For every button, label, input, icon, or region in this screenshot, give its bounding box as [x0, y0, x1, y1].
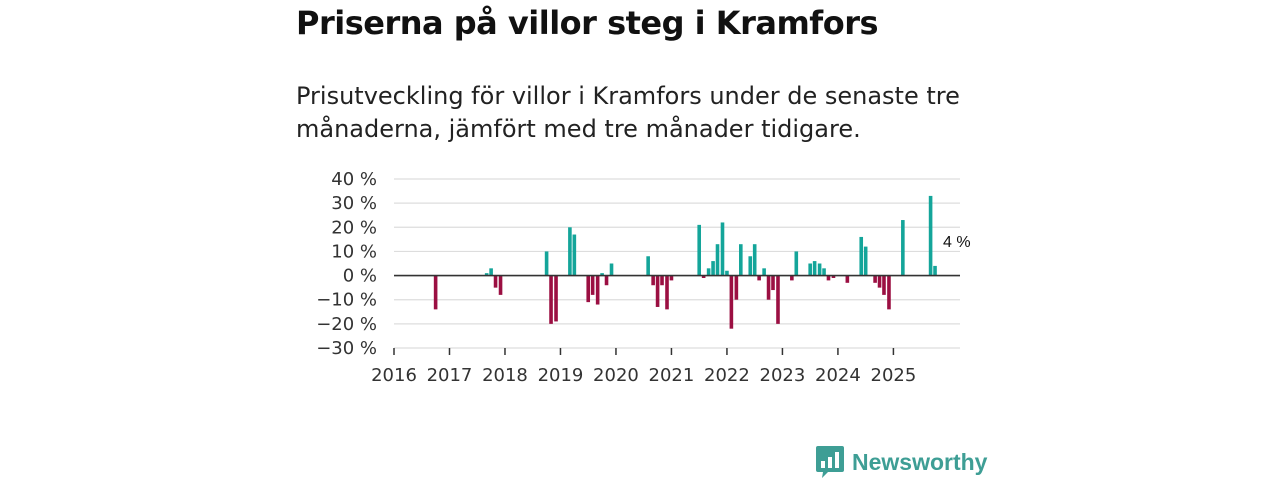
x-tick-label: 2024 [815, 365, 861, 386]
bar [873, 275, 877, 283]
bar [604, 275, 609, 286]
x-tick-label: 2019 [538, 365, 584, 386]
bar [887, 275, 891, 310]
bar [808, 263, 812, 276]
bar [762, 268, 766, 276]
bar [790, 275, 794, 281]
bar [933, 265, 937, 276]
bar [646, 256, 650, 276]
bar [766, 275, 771, 300]
bar [822, 268, 826, 276]
bar [433, 275, 438, 310]
bar [549, 275, 553, 324]
bar [655, 275, 660, 307]
chart-card: Priserna på villor steg i Kramfors Prisu… [296, 0, 996, 480]
bar [590, 275, 595, 295]
bar [826, 275, 831, 281]
bar [720, 222, 725, 276]
bar [734, 275, 739, 300]
bar [812, 261, 817, 276]
bar [845, 275, 850, 283]
brand-name: Newsworthy [852, 448, 988, 475]
y-tick-label: −20 % [316, 314, 377, 335]
bar [752, 244, 757, 276]
bar [863, 246, 868, 276]
bar [831, 275, 836, 278]
bar [660, 275, 664, 286]
y-tick-label: 20 % [331, 217, 377, 238]
x-tick-label: 2016 [371, 365, 417, 386]
bar [544, 251, 549, 276]
y-tick-label: −10 % [316, 290, 377, 311]
bar [725, 270, 729, 276]
newsworthy-logo-icon [816, 446, 844, 478]
y-tick-label: 10 % [331, 241, 377, 262]
bar [928, 195, 933, 276]
y-tick-label: 40 % [331, 169, 377, 190]
bar [739, 244, 743, 276]
bar [817, 263, 822, 276]
bar [651, 275, 655, 286]
x-tick-label: 2025 [871, 365, 917, 386]
bar [882, 275, 886, 295]
brand-logo: Newsworthy [816, 446, 987, 478]
bar [776, 275, 780, 324]
x-tick-label: 2023 [760, 365, 806, 386]
bar [489, 268, 493, 276]
bar [665, 275, 669, 310]
grid-layer [394, 178, 960, 349]
bar [484, 273, 489, 276]
bar [600, 273, 604, 276]
bar-layer [433, 195, 937, 329]
bar [572, 234, 577, 276]
bar [697, 224, 701, 276]
bar [771, 275, 775, 291]
bar [715, 244, 720, 276]
bar [711, 261, 715, 276]
x-tick-label: 2018 [482, 365, 528, 386]
chart-subtitle: Prisutveckling för villor i Kramfors und… [296, 82, 960, 143]
bar [498, 275, 503, 295]
y-tick-label: 0 % [343, 266, 377, 287]
y-tick-label: 30 % [331, 193, 377, 214]
bar [701, 275, 706, 278]
bar [706, 268, 711, 276]
bar [595, 275, 600, 305]
bar [669, 275, 674, 281]
x-tick-label: 2021 [649, 365, 695, 386]
x-tick-label: 2020 [593, 365, 639, 386]
bar [748, 256, 753, 276]
chart-title: Priserna på villor steg i Kramfors [296, 4, 879, 42]
y-tick-label: −30 % [316, 338, 377, 359]
axis-layer [393, 274, 960, 355]
bar [794, 251, 799, 276]
bar [609, 263, 614, 276]
bar [729, 275, 734, 329]
x-tick-label: 2022 [704, 365, 750, 386]
bar [757, 275, 761, 281]
bar [568, 227, 572, 276]
bar [877, 275, 882, 288]
bar [586, 275, 591, 303]
latest-value-label: 4 % [943, 234, 971, 251]
bar [901, 220, 905, 276]
x-tick-label: 2017 [427, 365, 473, 386]
bar [859, 236, 864, 276]
label-layer: 40 % 30 % 20 % 10 % 0 % −10 % −20 % −30 % 2016 20… [316, 169, 973, 386]
bar [554, 275, 558, 322]
bar [493, 275, 498, 288]
